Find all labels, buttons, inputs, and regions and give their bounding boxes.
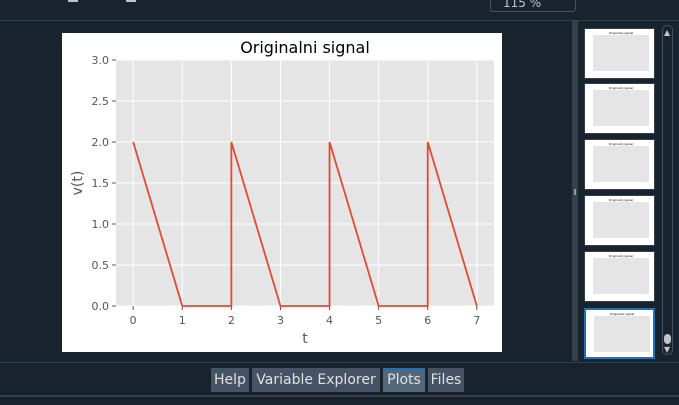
thumbnail-title: Originalni signal — [609, 254, 633, 258]
thumbnail-title: Originalni signal — [609, 31, 633, 35]
scroll-down-icon[interactable]: ▼ — [664, 345, 671, 354]
chart-title: Originalni signal — [240, 38, 370, 57]
panel-splitter[interactable] — [572, 21, 578, 361]
grid-lines — [116, 59, 494, 307]
thumbnail-plot-bg — [594, 316, 650, 352]
y-tick-label: 2.0 — [92, 136, 110, 149]
toolbar-icon-fragment[interactable] — [126, 0, 136, 2]
thumbnail-plot-bg — [593, 258, 649, 294]
tab-plots[interactable]: Plots — [383, 368, 425, 392]
scroll-handle[interactable] — [664, 334, 671, 344]
y-tick-label: 1.0 — [92, 218, 110, 231]
thumbnail-title: Originalni signal — [609, 198, 633, 202]
plot-thumbnail[interactable]: Originalni signal — [584, 28, 655, 79]
x-tick-label: 3 — [277, 314, 284, 327]
tab-help[interactable]: Help — [211, 368, 249, 392]
zoom-level-field[interactable]: 115 % — [490, 0, 576, 12]
top-toolbar: 115 % — [0, 0, 679, 21]
plot-figure: 0 1 2 3 4 5 6 7 0.0 0.5 1.0 1.5 2.0 2.5 3.0 Originalni… — [62, 33, 502, 352]
plot-thumbnail[interactable]: Originalni signal — [584, 139, 655, 190]
plot-thumbnail[interactable]: Originalni signal — [584, 195, 655, 246]
axis-ticks: 0 1 2 3 4 5 6 7 0.0 0.5 1.0 1.5 2.0 2.5 3.0 — [92, 54, 481, 327]
plot-thumbnail[interactable]: Originalni signal — [584, 251, 655, 302]
thumbnail-title: Originalni signal — [610, 312, 634, 316]
thumbnail-chart: Originalni signal — [593, 86, 649, 126]
thumbnail-scrollbar[interactable]: ▲ ▼ — [662, 25, 673, 355]
tab-variable-explorer[interactable]: Variable Explorer — [252, 368, 380, 392]
thumbnail-panel: Originalni signal Originalni signal Origin… — [578, 21, 679, 361]
divider — [0, 395, 679, 397]
thumbnail-plot-bg — [593, 90, 649, 126]
signal-chart: 0 1 2 3 4 5 6 7 0.0 0.5 1.0 1.5 2.0 2.5 3.0 Originalni… — [70, 38, 494, 347]
thumbnail-chart: Originalni signal — [593, 254, 649, 294]
scroll-up-icon[interactable]: ▲ — [664, 28, 671, 37]
thumbnail-title: Originalni signal — [609, 142, 633, 146]
thumbnail-title: Originalni signal — [609, 86, 633, 90]
y-tick-label: 0.0 — [92, 300, 110, 313]
splitter-handle[interactable] — [574, 189, 576, 195]
thumbnail-plot-bg — [593, 35, 649, 71]
tab-files[interactable]: Files — [428, 368, 464, 392]
thumbnail-chart: Originalni signal — [593, 142, 649, 182]
plot-thumbnail[interactable]: Originalni signal — [584, 83, 655, 134]
thumbnail-chart: Originalni signal — [594, 312, 650, 352]
y-tick-label: 0.5 — [92, 259, 110, 272]
thumbnail-chart: Originalni signal — [593, 31, 649, 71]
y-tick-label: 3.0 — [92, 54, 110, 67]
x-tick-label: 1 — [179, 314, 186, 327]
y-tick-label: 1.5 — [92, 177, 110, 190]
thumbnail-plot-bg — [593, 146, 649, 182]
series-line — [132, 141, 478, 307]
plot-canvas-area: 0 1 2 3 4 5 6 7 0.0 0.5 1.0 1.5 2.0 2.5 3.0 Originalni… — [0, 21, 572, 361]
plot-thumbnail[interactable]: Originalni signal — [584, 308, 655, 359]
x-tick-label: 0 — [130, 314, 137, 327]
x-tick-label: 7 — [473, 314, 480, 327]
x-tick-label: 6 — [424, 314, 431, 327]
y-tick-label: 2.5 — [92, 95, 110, 108]
y-axis-label: v(t) — [70, 171, 86, 196]
x-axis-label: t — [302, 331, 308, 347]
thumbnail-plot-bg — [593, 202, 649, 238]
x-tick-label: 2 — [228, 314, 235, 327]
bottom-tab-bar: Help Variable Explorer Plots Files — [0, 362, 679, 405]
x-tick-label: 4 — [326, 314, 333, 327]
toolbar-icon-fragment[interactable] — [68, 0, 78, 2]
thumbnail-chart: Originalni signal — [593, 198, 649, 238]
x-tick-label: 5 — [375, 314, 382, 327]
